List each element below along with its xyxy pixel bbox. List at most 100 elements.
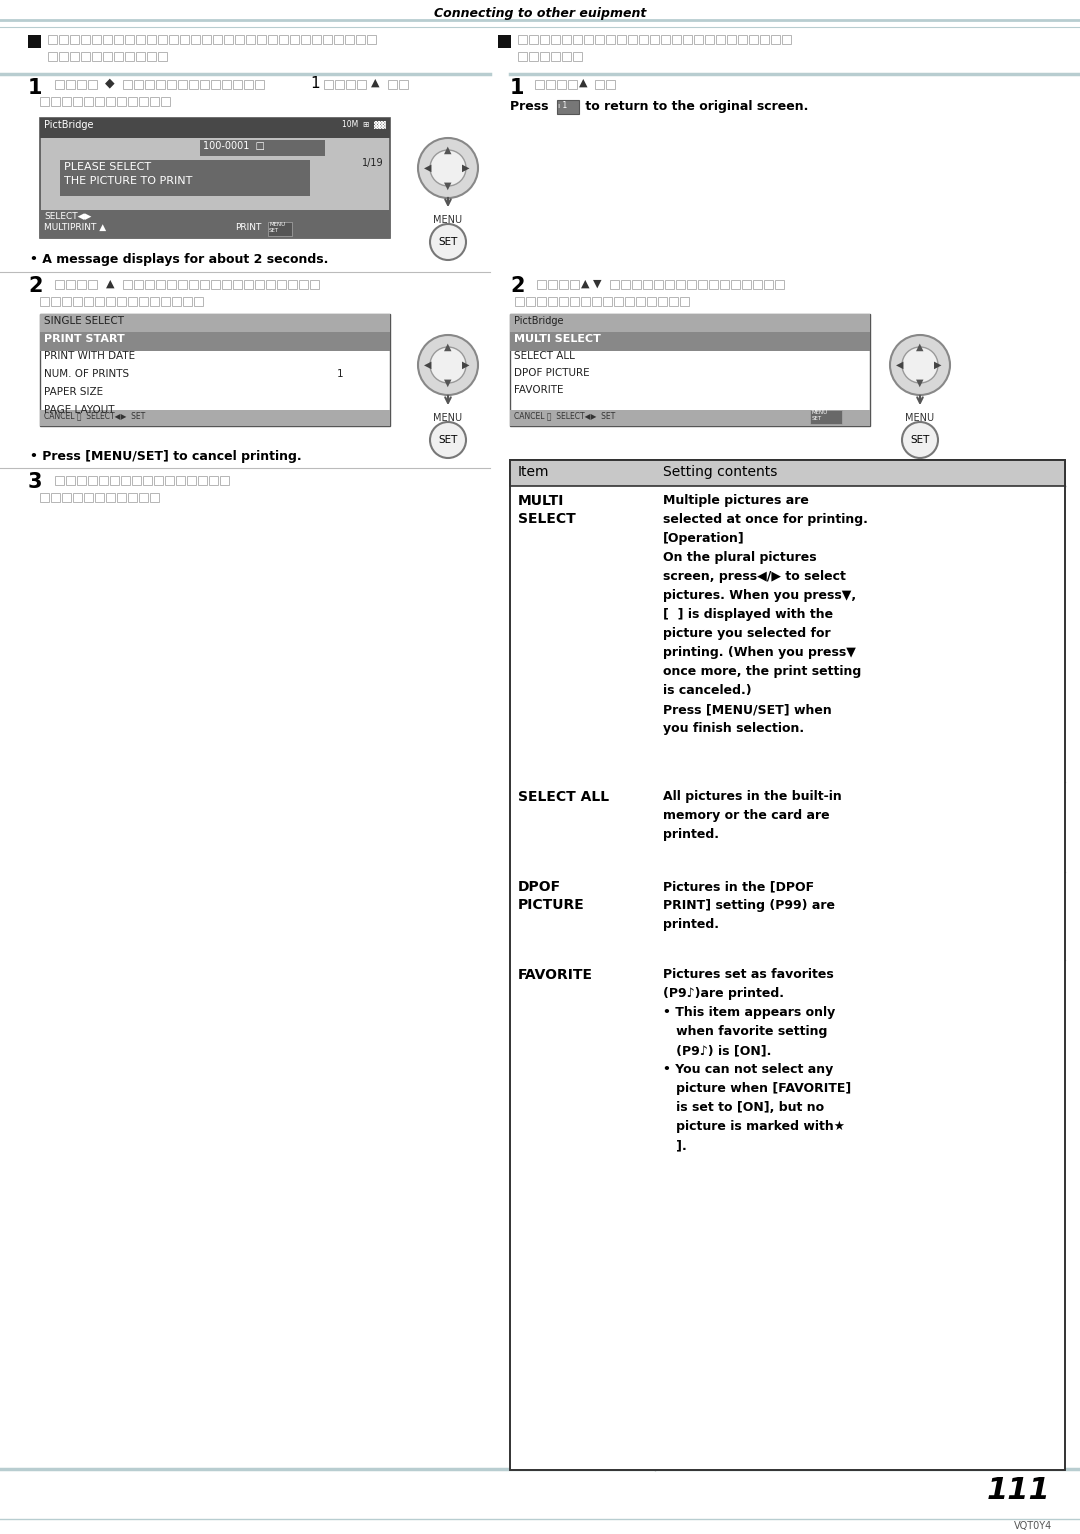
Bar [627, 35, 637, 44]
Bar [114, 35, 123, 44]
Text: 1: 1 [510, 78, 525, 98]
Text: ▼: ▼ [444, 377, 451, 388]
Text: VQT0Y4: VQT0Y4 [1014, 1522, 1052, 1531]
Bar [110, 476, 119, 485]
Bar [581, 298, 590, 305]
Text: [  ] is displayed with the: [ ] is displayed with the [663, 607, 833, 621]
Text: MENU: MENU [269, 222, 285, 227]
Bar [168, 35, 178, 44]
Bar [77, 476, 86, 485]
Bar [183, 298, 192, 305]
Bar [200, 281, 210, 288]
Bar [683, 35, 692, 44]
Bar [180, 35, 189, 44]
Text: ▼: ▼ [916, 377, 923, 388]
Text: (P9♪)are printed.: (P9♪)are printed. [663, 986, 784, 1000]
Bar [603, 298, 612, 305]
Bar [73, 97, 82, 106]
Bar [48, 52, 57, 61]
Bar [573, 35, 582, 44]
Text: MULTI: MULTI [518, 494, 565, 508]
Bar [518, 52, 527, 61]
Bar [147, 52, 156, 61]
Bar [233, 80, 242, 89]
Bar [40, 314, 390, 426]
Bar [150, 492, 159, 502]
Bar [62, 492, 71, 502]
Bar [211, 281, 220, 288]
Bar [139, 492, 148, 502]
Bar [73, 492, 82, 502]
Bar [676, 281, 685, 288]
Text: pictures. When you press▼,: pictures. When you press▼, [663, 589, 856, 601]
Text: SELECT◀▶: SELECT◀▶ [44, 212, 92, 221]
Bar [167, 80, 176, 89]
Bar [548, 298, 557, 305]
Bar [106, 492, 114, 502]
Bar [559, 281, 568, 288]
Bar [510, 460, 1065, 486]
Bar [510, 410, 870, 426]
Bar [66, 281, 75, 288]
Bar [87, 476, 97, 485]
Bar [570, 281, 579, 288]
Text: printing. (When you press▼: printing. (When you press▼ [663, 646, 855, 660]
Bar [615, 298, 623, 305]
Bar [312, 35, 321, 44]
Text: SELECT: SELECT [518, 512, 576, 526]
Bar [200, 140, 325, 156]
Bar [526, 298, 535, 305]
Bar [636, 298, 645, 305]
Bar [510, 314, 870, 331]
Bar [557, 100, 579, 114]
Bar [665, 281, 674, 288]
Bar [40, 331, 390, 351]
Bar [125, 52, 134, 61]
Bar [51, 298, 60, 305]
Text: PictBridge: PictBridge [514, 316, 564, 327]
Bar [708, 281, 718, 288]
Bar [810, 410, 842, 423]
Bar [291, 35, 299, 44]
Bar [158, 35, 167, 44]
Bar [510, 460, 1065, 1470]
Bar [621, 281, 630, 288]
Bar [672, 35, 681, 44]
Text: PAGE LAYOUT: PAGE LAYOUT [44, 405, 114, 416]
Bar [123, 80, 132, 89]
Bar [191, 35, 200, 44]
Bar [625, 298, 634, 305]
Text: PAPER SIZE: PAPER SIZE [44, 387, 103, 397]
Bar [123, 281, 132, 288]
Text: MULTI SELECT: MULTI SELECT [514, 334, 600, 344]
Bar [680, 298, 689, 305]
Bar [310, 281, 319, 288]
Bar [244, 281, 253, 288]
Text: to return to the original screen.: to return to the original screen. [581, 100, 808, 114]
Text: MENU: MENU [905, 413, 934, 423]
Bar [220, 476, 229, 485]
Bar [654, 281, 663, 288]
Bar [66, 80, 75, 89]
Bar [87, 80, 97, 89]
Text: FAVORITE: FAVORITE [514, 385, 564, 394]
Text: MENU: MENU [433, 413, 462, 423]
Bar [515, 298, 524, 305]
Text: Pictures set as favorites: Pictures set as favorites [663, 968, 834, 982]
Text: ▲: ▲ [581, 279, 590, 288]
Bar [121, 476, 130, 485]
Bar [81, 52, 90, 61]
Bar [194, 298, 203, 305]
Bar [716, 35, 725, 44]
Bar [40, 314, 390, 331]
Bar [301, 35, 310, 44]
Text: DPOF: DPOF [518, 881, 562, 894]
Bar [346, 80, 355, 89]
Bar [200, 80, 210, 89]
Text: memory or the card are: memory or the card are [663, 808, 829, 822]
Bar [246, 35, 255, 44]
Bar [388, 80, 397, 89]
Bar [647, 298, 656, 305]
Bar [595, 35, 604, 44]
Bar [498, 35, 511, 48]
